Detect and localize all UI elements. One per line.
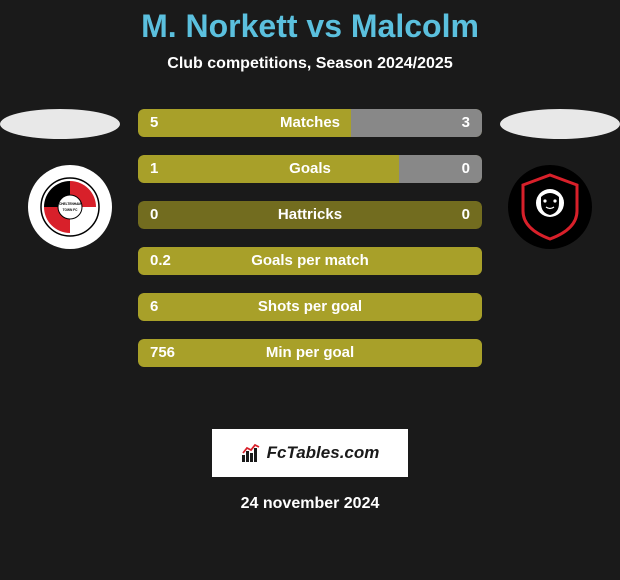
left-player-pill (0, 109, 120, 139)
stat-row: 6Shots per goal (138, 293, 482, 321)
stat-label: Shots per goal (138, 293, 482, 321)
subtitle: Club competitions, Season 2024/2025 (0, 55, 620, 73)
stat-label: Matches (138, 109, 482, 137)
brand-text: FcTables.com (267, 443, 380, 463)
fctables-logo-icon (241, 443, 261, 463)
left-club-badge: CHELTENHAM TOWN FC (28, 165, 112, 249)
svg-text:CHELTENHAM: CHELTENHAM (59, 202, 81, 206)
stat-row: 00Hattricks (138, 201, 482, 229)
stat-bars: 53Matches 10Goals 00Hattricks 0.2Goals per … (138, 109, 482, 385)
right-player-pill (500, 109, 620, 139)
stat-row: 0.2Goals per match (138, 247, 482, 275)
stat-label: Min per goal (138, 339, 482, 367)
date-label: 24 november 2024 (0, 495, 620, 513)
svg-text:TOWN FC: TOWN FC (63, 208, 79, 212)
stat-label: Hattricks (138, 201, 482, 229)
right-club-badge (508, 165, 592, 249)
comparison-card: M. Norkett vs Malcolm Club competitions,… (0, 0, 620, 513)
stat-label: Goals per match (138, 247, 482, 275)
stat-row: 756Min per goal (138, 339, 482, 367)
stat-row: 53Matches (138, 109, 482, 137)
cheltenham-logo-icon: CHELTENHAM TOWN FC (40, 177, 100, 237)
brand-footer: FcTables.com (212, 429, 408, 477)
salford-logo-icon (519, 173, 581, 241)
page-title: M. Norkett vs Malcolm (0, 8, 620, 45)
stat-label: Goals (138, 155, 482, 183)
stat-row: 10Goals (138, 155, 482, 183)
content-area: CHELTENHAM TOWN FC 53Matches 10Goals 00Hat… (0, 99, 620, 429)
